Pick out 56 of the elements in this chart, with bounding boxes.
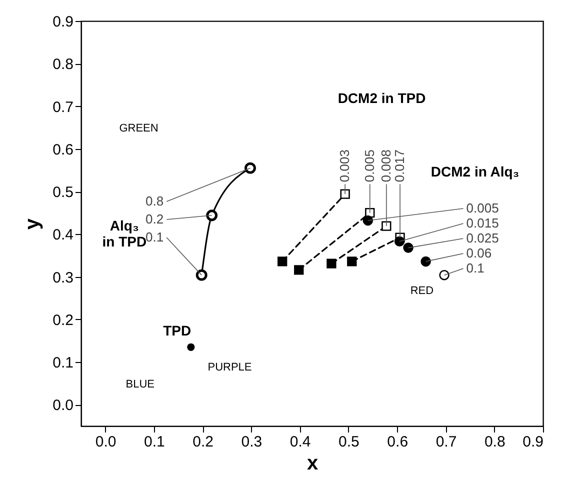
point bbox=[206, 210, 218, 222]
point bbox=[394, 236, 405, 247]
y-tick-label: 0.0 bbox=[52, 397, 74, 414]
point bbox=[382, 221, 392, 231]
y-tick-label: 0.4 bbox=[52, 226, 74, 244]
y-tick-label: 0.5 bbox=[52, 184, 74, 202]
y-axis-title: y bbox=[22, 218, 44, 230]
x-tick-label: 0.5 bbox=[338, 434, 360, 450]
annotation: BLUE bbox=[126, 378, 155, 390]
point bbox=[362, 215, 374, 226]
annotation: RED bbox=[410, 285, 434, 298]
annotation: Alq₃ in TPD bbox=[102, 218, 147, 250]
x-tick-label: 0.0 bbox=[95, 434, 116, 450]
annotation: PURPLE bbox=[208, 361, 252, 374]
annotation: 0.025 bbox=[466, 230, 499, 246]
annotation: DCM2 in TPD bbox=[338, 90, 426, 106]
annotation: 0.005 bbox=[466, 200, 499, 216]
annotation: 0.015 bbox=[466, 216, 499, 231]
point bbox=[403, 242, 414, 253]
x-tick-label: 0.4 bbox=[290, 434, 311, 450]
x-tick-label: 0.1 bbox=[144, 434, 165, 450]
x-axis-title: x bbox=[306, 452, 318, 474]
y-tick-label: 0.7 bbox=[52, 98, 74, 116]
point bbox=[278, 256, 288, 266]
annotation: GREEN bbox=[119, 122, 158, 135]
x-tick-label: 0.7 bbox=[436, 434, 457, 450]
x-tick-label: 0.8 bbox=[484, 434, 506, 450]
y-tick-label: 0.3 bbox=[52, 269, 74, 286]
annotation: 0.06 bbox=[466, 246, 492, 261]
y-tick-label: 0.9 bbox=[52, 14, 74, 30]
x-tick-label: 0.9 bbox=[522, 434, 544, 450]
annotation: 0.8 bbox=[146, 194, 164, 209]
annotation: 0.017 bbox=[392, 150, 408, 182]
annotation: 0.1 bbox=[146, 230, 164, 245]
point bbox=[244, 162, 256, 174]
annotation: 0.2 bbox=[146, 212, 164, 227]
point bbox=[196, 269, 208, 281]
y-tick-label: 0.2 bbox=[52, 312, 74, 329]
point bbox=[294, 265, 304, 275]
annotation: 0.1 bbox=[466, 260, 484, 276]
y-tick-label: 0.1 bbox=[52, 354, 74, 372]
point bbox=[347, 256, 357, 266]
annotation: 0.003 bbox=[337, 150, 352, 182]
point bbox=[187, 343, 195, 351]
annotation: TPD bbox=[163, 322, 192, 339]
point bbox=[340, 189, 350, 199]
x-tick-label: 0.3 bbox=[241, 434, 262, 450]
x-tick-label: 0.6 bbox=[387, 434, 408, 450]
annotation: 0.008 bbox=[378, 150, 394, 182]
x-tick-label: 0.2 bbox=[192, 434, 214, 450]
annotation: DCM2 in Alq₃ bbox=[430, 163, 520, 180]
annotation: 0.005 bbox=[362, 150, 377, 182]
point bbox=[326, 258, 336, 268]
y-tick-label: 0.8 bbox=[52, 56, 74, 74]
y-tick-label: 0.6 bbox=[52, 141, 74, 158]
point bbox=[420, 256, 431, 267]
